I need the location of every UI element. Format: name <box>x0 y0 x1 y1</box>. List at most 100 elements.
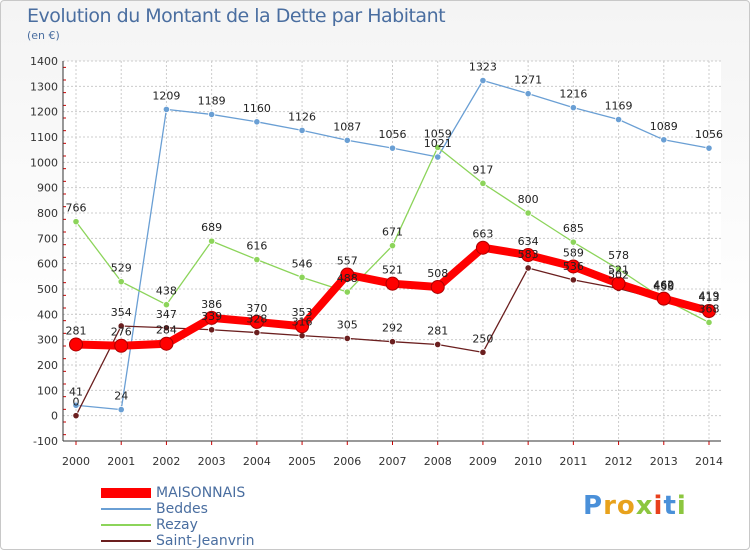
data-point-maisonnais <box>566 259 581 274</box>
legend-label: Beddes <box>156 501 208 517</box>
data-point-beddes <box>434 153 442 161</box>
x-tick-label: 2010 <box>514 455 542 468</box>
data-label-rezay: 460 <box>653 279 674 292</box>
data-label-maisonnais: 557 <box>337 255 358 268</box>
data-label-maisonnais: 284 <box>156 324 177 337</box>
data-label-maisonnais: 521 <box>608 264 629 277</box>
data-point-saint-jeanvrin <box>253 328 261 337</box>
data-point-saint-jeanvrin <box>388 338 397 346</box>
y-tick-label: 1100 <box>30 131 58 144</box>
data-point-maisonnais <box>611 276 626 291</box>
data-label-beddes: 1087 <box>333 120 361 133</box>
data-label-beddes: 1089 <box>650 120 678 133</box>
data-label-beddes: 1160 <box>243 102 271 115</box>
chart-subtitle: (en €) <box>27 29 60 42</box>
data-label-maisonnais: 370 <box>246 302 267 315</box>
data-point-rezay <box>524 209 532 217</box>
data-label-rezay: 689 <box>201 221 222 234</box>
data-point-saint-jeanvrin <box>298 332 306 340</box>
data-point-rezay <box>434 143 442 151</box>
legend-label: Rezay <box>156 517 198 533</box>
x-tick-label: 2007 <box>379 455 407 468</box>
data-label-rezay: 529 <box>111 262 132 275</box>
legend-label: Saint-Jeanvrin <box>156 533 255 549</box>
data-label-saint-jeanvrin: 305 <box>337 318 358 331</box>
data-point-rezay <box>705 318 713 327</box>
data-label-beddes: 1056 <box>379 128 407 141</box>
data-label-saint-jeanvrin: 455 <box>653 280 674 293</box>
legend-swatch <box>101 540 151 542</box>
data-point-saint-jeanvrin <box>162 324 171 332</box>
data-point-beddes <box>117 405 125 414</box>
data-label-beddes: 1021 <box>424 137 452 150</box>
data-label-maisonnais: 634 <box>518 235 539 248</box>
data-label-saint-jeanvrin: 583 <box>518 248 539 261</box>
data-label-beddes: 1209 <box>152 89 180 102</box>
x-tick-label: 2009 <box>469 455 497 468</box>
data-point-maisonnais <box>430 279 445 294</box>
y-tick-label: 500 <box>37 283 58 296</box>
legend-swatch <box>101 508 151 510</box>
x-tick-label: 2011 <box>559 455 587 468</box>
data-point-maisonnais <box>159 336 174 351</box>
data-label-maisonnais: 281 <box>66 324 87 337</box>
data-label-rezay: 368 <box>699 302 720 315</box>
data-label-saint-jeanvrin: 0 <box>73 396 80 409</box>
data-label-rezay: 1059 <box>424 127 452 140</box>
data-label-maisonnais: 462 <box>653 279 674 292</box>
data-label-beddes: 1126 <box>288 110 316 123</box>
data-label-beddes: 41 <box>69 385 83 398</box>
data-point-saint-jeanvrin <box>117 322 125 330</box>
data-label-rezay: 616 <box>246 240 267 253</box>
data-label-beddes: 1056 <box>695 128 723 141</box>
data-label-rezay: 685 <box>563 222 584 235</box>
data-point-rezay <box>117 278 125 286</box>
y-tick-label: 600 <box>37 258 58 271</box>
y-tick-label: -100 <box>33 435 58 448</box>
data-label-maisonnais: 353 <box>292 306 313 319</box>
data-label-rezay: 438 <box>156 285 177 298</box>
data-label-rezay: 488 <box>337 272 358 285</box>
data-label-rezay: 546 <box>292 257 313 270</box>
data-point-maisonnais <box>656 291 671 306</box>
y-tick-label: 900 <box>37 182 58 195</box>
data-label-maisonnais: 386 <box>201 298 222 311</box>
x-tick-label: 2002 <box>152 455 180 468</box>
y-tick-label: 300 <box>37 334 58 347</box>
y-tick-label: 1400 <box>30 55 58 68</box>
data-label-beddes: 1169 <box>605 100 633 113</box>
data-point-beddes <box>298 126 306 135</box>
data-point-beddes <box>614 115 623 124</box>
data-point-rezay <box>298 273 306 281</box>
x-tick-label: 2012 <box>605 455 633 468</box>
data-point-beddes <box>253 118 261 126</box>
data-label-maisonnais: 663 <box>472 228 493 241</box>
data-label-beddes: 1323 <box>469 61 497 74</box>
data-point-maisonnais <box>249 314 264 329</box>
data-label-maisonnais: 413 <box>699 291 720 304</box>
x-tick-label: 2005 <box>288 455 316 468</box>
data-point-maisonnais <box>114 338 129 353</box>
data-label-beddes: 1216 <box>559 88 587 101</box>
data-point-beddes <box>479 76 487 85</box>
data-point-maisonnais <box>702 304 716 319</box>
y-tick-label: 800 <box>37 207 58 220</box>
data-label-saint-jeanvrin: 316 <box>292 316 313 329</box>
data-point-beddes <box>569 104 577 112</box>
x-tick-label: 2014 <box>695 455 723 468</box>
data-point-maisonnais <box>475 240 490 255</box>
data-point-saint-jeanvrin <box>72 412 80 420</box>
legend-label: MAISONNAIS <box>156 485 246 501</box>
data-point-rezay <box>162 301 171 309</box>
data-point-saint-jeanvrin <box>208 326 216 334</box>
data-label-saint-jeanvrin: 354 <box>111 306 132 319</box>
data-label-saint-jeanvrin: 536 <box>563 260 584 273</box>
data-label-rezay: 578 <box>608 249 629 262</box>
data-point-maisonnais <box>69 337 83 352</box>
data-point-beddes <box>388 144 397 152</box>
data-point-rezay <box>388 242 397 250</box>
y-tick-label: 400 <box>37 308 58 321</box>
data-label-saint-jeanvrin: 292 <box>382 322 403 335</box>
data-point-maisonnais <box>521 248 536 263</box>
